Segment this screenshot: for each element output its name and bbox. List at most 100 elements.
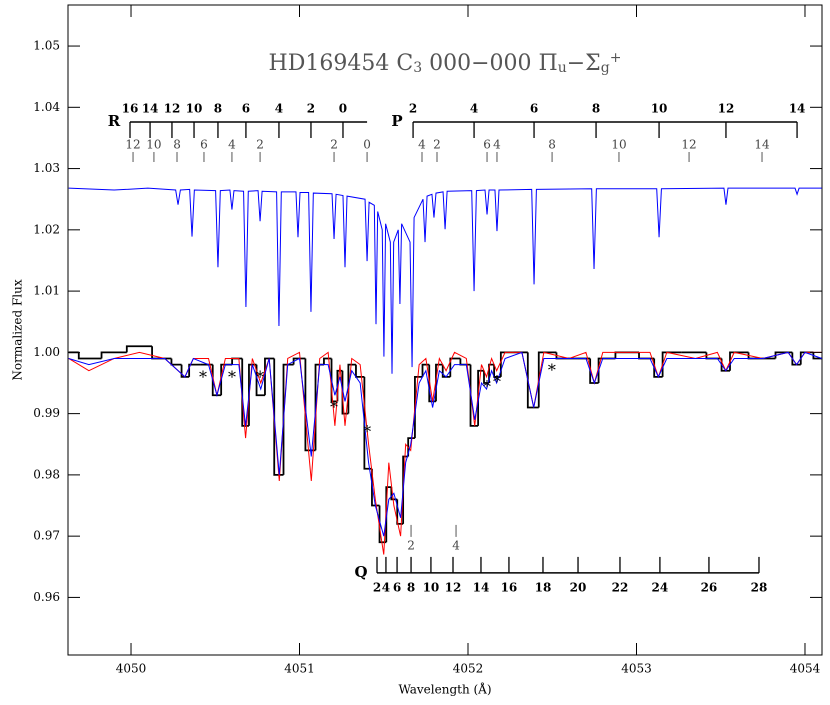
marker: * (363, 422, 371, 441)
ladder-tick-label: 12 (718, 102, 735, 116)
title-part: HD169454 C (269, 51, 414, 76)
y-axis-title: Normalized Flux (11, 279, 25, 380)
ladder-tick-label: 8 (407, 580, 415, 594)
ladder-tick-label: 2 (407, 538, 415, 552)
step (255, 364, 265, 397)
ladder-tick-label: 10 (651, 102, 668, 116)
plot-frame (67, 4, 823, 656)
ladder-tick-label: 10 (146, 138, 161, 152)
step (170, 358, 182, 366)
y-tick-label: 1.05 (33, 39, 60, 53)
step (180, 364, 190, 378)
step (188, 363, 201, 377)
ladder-tick-label: 6 (393, 580, 401, 594)
title-part: + (610, 50, 622, 66)
step (323, 357, 332, 365)
ladder-tick-label: 6 (483, 138, 491, 152)
marker: * (483, 377, 491, 396)
ladder-tick-label: 14 (473, 580, 490, 594)
ladder-tick-label: 4 (275, 102, 283, 116)
step (151, 346, 172, 360)
plot-area (68, 187, 822, 555)
step (791, 352, 801, 366)
ladder-tick-label: 8 (592, 102, 600, 116)
step (231, 357, 243, 365)
ladder-tick-label: 2 (307, 102, 315, 116)
title-part: u (558, 60, 567, 76)
ladder-tick-label: 10 (611, 138, 626, 152)
spectrum-line (68, 351, 822, 537)
y-tick-label: 1.02 (33, 222, 60, 236)
marker: * (548, 361, 556, 380)
y-tick-label: 1.01 (33, 284, 60, 298)
step (292, 357, 306, 365)
title-part: −Σ (567, 51, 601, 76)
spectrum-line (68, 187, 822, 374)
ladder-tick-label: 2 (433, 138, 441, 152)
chart-title: HD169454 C3 000−000 Πu−Σg+ (269, 50, 622, 76)
step (469, 364, 479, 427)
ladder-tick-label: 6 (200, 138, 208, 152)
y-tick-label: 0.99 (33, 406, 60, 420)
ladder-tick-label: 18 (535, 580, 552, 594)
ladder-tick-label: 12 (445, 580, 462, 594)
step (747, 352, 776, 360)
step (414, 375, 423, 439)
ladder-tick-label: 8 (548, 138, 556, 152)
y-tick-label: 1.03 (33, 161, 60, 175)
ladder-tick-label: 4 (493, 138, 501, 152)
step (347, 363, 356, 414)
ladder-tick-label: 14 (789, 102, 806, 116)
x-tick-label: 4053 (621, 662, 652, 676)
spectrum-line (68, 351, 822, 555)
ladder-tick-label: 2 (256, 138, 264, 152)
y-tick-label: 0.96 (33, 590, 60, 604)
x-tick-label: 4050 (116, 662, 147, 676)
step (407, 437, 415, 457)
title-part: 3 (413, 60, 422, 76)
step (273, 358, 284, 476)
marker: * (493, 372, 501, 391)
marker: * (330, 397, 338, 416)
ladder-tick-label: 28 (751, 580, 768, 594)
step (526, 352, 539, 409)
ladder-tick-label: 4 (470, 102, 478, 116)
ladder-tick-label: 2 (330, 138, 338, 152)
ladder-tick-label: 10 (423, 580, 440, 594)
ladder-tick-label: 20 (570, 580, 587, 594)
step (614, 351, 640, 359)
y-tick-label: 0.97 (33, 529, 60, 543)
ladder-tick-label: 16 (122, 102, 139, 116)
step (441, 364, 451, 378)
x-tick-label: 4052 (453, 662, 484, 676)
ladder-label: P (391, 112, 402, 130)
step (537, 351, 557, 408)
step (799, 351, 814, 365)
marker: * (228, 367, 236, 386)
step (211, 364, 222, 397)
ladder-tick-label: 12 (125, 138, 140, 152)
x-axis-title: Wavelength (Å) (398, 682, 491, 697)
ladder-tick-label: 12 (164, 102, 181, 116)
title-part: 000−000 Π (422, 51, 558, 76)
ladder-tick-label: 8 (173, 138, 181, 152)
ladder-tick-label: 26 (701, 580, 718, 594)
step (330, 358, 338, 403)
ladder-tick-label: 2 (373, 580, 381, 594)
step (488, 363, 495, 383)
marker: * (199, 367, 207, 386)
y-tick-label: 1.04 (33, 100, 60, 114)
step (812, 352, 822, 360)
ladder-tick-label: 0 (339, 102, 347, 116)
step (477, 369, 485, 426)
step (125, 345, 153, 353)
y-tick-label: 0.98 (33, 467, 60, 481)
ladder-tick-label: 2 (409, 102, 417, 116)
ladder-tick-label: 4 (382, 580, 390, 594)
ladder-label: R (108, 112, 121, 130)
ladder-tick-label: 4 (418, 138, 426, 152)
marker: * (256, 367, 264, 386)
step (402, 455, 409, 524)
x-tick-label: 4054 (790, 662, 821, 676)
